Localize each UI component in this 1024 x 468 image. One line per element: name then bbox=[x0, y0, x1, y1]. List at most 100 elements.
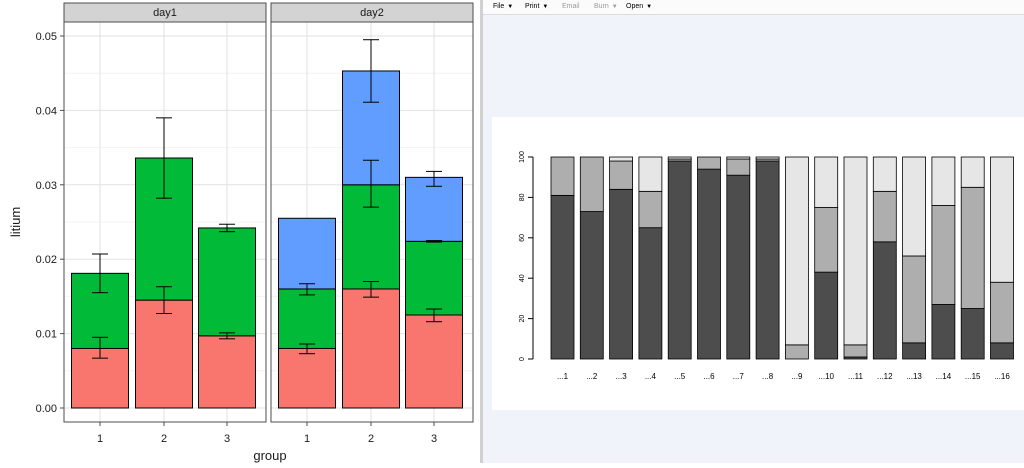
burn-menu-label: Burn bbox=[594, 3, 609, 10]
bar-segment bbox=[960, 308, 985, 360]
email-menu-label: Email bbox=[562, 3, 580, 10]
bar-segment bbox=[902, 156, 927, 257]
bar-segment bbox=[609, 156, 633, 162]
x-tick-label: ...10 bbox=[818, 372, 834, 381]
x-tick-label: ...12 bbox=[877, 372, 893, 381]
facet-label: day1 bbox=[153, 7, 177, 19]
bar-segment bbox=[697, 168, 721, 360]
y-tick-label: 40 bbox=[519, 274, 526, 282]
bar-segment bbox=[405, 176, 463, 242]
bar-segment bbox=[990, 342, 1014, 360]
x-tick-label: ...3 bbox=[616, 372, 628, 381]
bar-segment bbox=[755, 160, 780, 360]
x-tick-label: 1 bbox=[304, 433, 310, 445]
y-tick-label: 100 bbox=[519, 151, 526, 163]
open-menu[interactable]: Open ▼ bbox=[626, 3, 652, 10]
bar-segment bbox=[638, 190, 663, 229]
chevron-down-icon: ▼ bbox=[646, 3, 653, 10]
chevron-down-icon: ▼ bbox=[611, 3, 618, 10]
y-axis-title: litium bbox=[8, 207, 23, 237]
x-tick-label: ...6 bbox=[703, 372, 715, 381]
bar-segment bbox=[579, 156, 604, 212]
x-tick-label: 3 bbox=[431, 433, 437, 445]
x-tick-label: ...9 bbox=[791, 372, 803, 381]
x-tick-label: ...1 bbox=[557, 372, 569, 381]
x-tick-label: 2 bbox=[161, 433, 167, 445]
bar-segment bbox=[814, 207, 839, 273]
viewer-toolbar: File ▼ Print ▼ Email Burn ▼ Open ▼ bbox=[483, 0, 1024, 15]
y-tick-label: 20 bbox=[519, 315, 526, 323]
bar-segment bbox=[872, 241, 897, 360]
bar-segment bbox=[990, 281, 1014, 344]
y-tick-label: 0.03 bbox=[36, 180, 57, 192]
plot-area: 0 20 40 60 80 100 ...1 ...2 ...3 ...4 ...5 ...6 ...7… bbox=[492, 117, 1024, 410]
bar-segment bbox=[667, 160, 692, 360]
y-tick-label: 80 bbox=[519, 193, 526, 201]
bar-segment bbox=[609, 160, 633, 190]
print-menu-label: Print bbox=[525, 3, 540, 10]
bar-segment bbox=[931, 156, 956, 206]
bar-segment bbox=[843, 156, 868, 346]
y-tick-label: 60 bbox=[519, 234, 526, 242]
facet-label: day2 bbox=[360, 7, 384, 19]
bar-segment bbox=[726, 158, 751, 176]
bar-segment bbox=[405, 314, 463, 409]
bar-segment bbox=[726, 174, 751, 360]
x-tick-label: 2 bbox=[368, 433, 374, 445]
bar-segment bbox=[638, 156, 663, 192]
bar-segment bbox=[960, 186, 985, 309]
bar-segment bbox=[405, 240, 463, 316]
email-menu[interactable]: Email bbox=[562, 3, 580, 10]
y-tick-label: 0.01 bbox=[36, 329, 57, 341]
pane-divider[interactable] bbox=[480, 0, 483, 463]
print-menu[interactable]: Print ▼ bbox=[525, 3, 548, 10]
faceted-stacked-bar-chart: day1 1 2 3 day2 1 2 3 0.00 0.01 0.02 0.03 0.04 0.05 gr… bbox=[8, 2, 474, 463]
bar-segment bbox=[784, 156, 809, 346]
burn-menu[interactable]: Burn ▼ bbox=[594, 3, 618, 10]
bar-segment bbox=[278, 217, 336, 290]
bar-segment bbox=[931, 205, 956, 305]
facet-border bbox=[63, 21, 267, 423]
ggplot-panel: day1 1 2 3 day2 1 2 3 0.00 0.01 0.02 0.03 0.04 0.05 gr… bbox=[0, 0, 480, 463]
bar-segment bbox=[843, 344, 868, 358]
x-tick-label: ...15 bbox=[965, 372, 981, 381]
bar-segment bbox=[198, 335, 256, 409]
x-tick-label: ...16 bbox=[994, 372, 1010, 381]
facet-border bbox=[270, 21, 474, 423]
bar-segment bbox=[638, 227, 663, 360]
bar-segment bbox=[579, 211, 604, 360]
bar-segment bbox=[550, 156, 575, 196]
proportion-stacked-bar-chart: 0 20 40 60 80 100 ...1 ...2 ...3 ...4 ...5 ...6 ...7… bbox=[519, 151, 1014, 381]
bar-segment bbox=[726, 156, 751, 160]
bar-segment bbox=[278, 347, 336, 409]
x-tick-label: ...7 bbox=[733, 372, 745, 381]
bar-segment bbox=[667, 156, 692, 160]
bar-segment bbox=[342, 288, 400, 409]
x-tick-label: ...14 bbox=[936, 372, 952, 381]
x-tick-label: ...5 bbox=[674, 372, 686, 381]
bar-segment bbox=[550, 194, 575, 360]
bar-segment bbox=[872, 156, 897, 192]
bar-segment bbox=[990, 156, 1014, 283]
x-tick-label: 3 bbox=[224, 433, 230, 445]
bar-segment bbox=[697, 156, 721, 170]
bar-segment bbox=[814, 156, 839, 208]
y-tick-label: 0.00 bbox=[36, 403, 57, 415]
open-menu-label: Open bbox=[626, 3, 644, 10]
bar-segment bbox=[902, 342, 927, 360]
x-tick-label: ...2 bbox=[586, 372, 598, 381]
file-menu[interactable]: File ▼ bbox=[493, 3, 513, 10]
y-tick-label: 0.04 bbox=[36, 105, 57, 117]
bar-segment bbox=[902, 255, 927, 344]
y-tick-label: 0.05 bbox=[36, 31, 57, 43]
x-tick-label: ...13 bbox=[906, 372, 922, 381]
x-tick-label: ...8 bbox=[762, 372, 774, 381]
file-menu-label: File bbox=[493, 3, 505, 10]
chevron-down-icon: ▼ bbox=[507, 3, 514, 10]
bar-segment bbox=[814, 271, 839, 360]
bar-segment bbox=[755, 156, 780, 160]
y-tick-label: 0.02 bbox=[36, 254, 57, 266]
bar-segment bbox=[278, 288, 336, 349]
plot-viewer-pane: File ▼ Print ▼ Email Burn ▼ Open ▼ 0 20 40 60 80… bbox=[483, 0, 1024, 463]
bar-segment bbox=[931, 304, 956, 360]
